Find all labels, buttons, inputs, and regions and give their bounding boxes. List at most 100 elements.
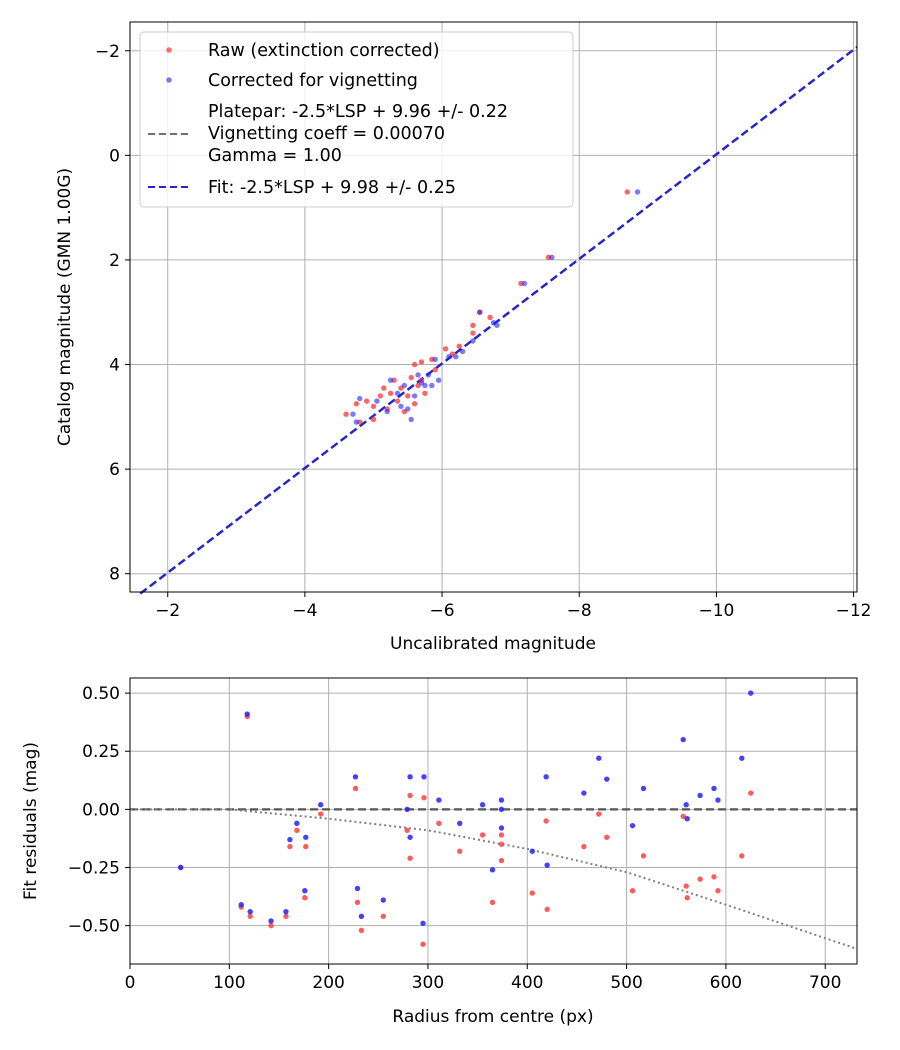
corrected-residual-point (247, 908, 253, 915)
corrected-residual-point (177, 864, 184, 871)
corrected-residual-point (407, 774, 413, 780)
legend-platepar-text-2: Vignetting coeff = 0.00070 (208, 124, 445, 144)
corrected-point (405, 406, 411, 412)
raw-residual-point (604, 834, 610, 840)
corrected-point (408, 416, 414, 423)
corrected-residual-point (302, 888, 308, 894)
raw-residual-point (354, 899, 361, 906)
raw-residual-point (489, 899, 496, 906)
raw-point (405, 393, 411, 399)
corrected-residual-point (529, 848, 535, 854)
top-fit-line-layer (139, 46, 858, 595)
corrected-residual-point (479, 802, 486, 808)
top-y-tick-label: 2 (109, 251, 120, 271)
raw-residual-point (302, 895, 308, 901)
bottom-y-axis-label: Fit residuals (mag) (21, 742, 41, 900)
raw-residual-point (420, 941, 426, 947)
raw-residual-point (380, 913, 386, 920)
raw-point (370, 416, 377, 423)
corrected-residual-point (421, 774, 427, 780)
corrected-residual-point (287, 836, 293, 843)
corrected-residual-point (420, 920, 426, 927)
corrected-residual-point (294, 820, 300, 827)
corrected-point (549, 254, 555, 261)
raw-point (353, 401, 360, 407)
corrected-residual-point (596, 755, 602, 761)
legend: Raw (extinction corrected) Corrected for… (139, 31, 574, 208)
raw-residual-point (283, 913, 289, 920)
raw-residual-point (358, 927, 365, 933)
corrected-residual-point (604, 776, 610, 782)
legend-raw-marker (166, 47, 172, 53)
corrected-point (425, 372, 432, 378)
raw-residual-point (352, 785, 359, 792)
raw-residual-point (421, 795, 427, 801)
top-x-tick-label: −10 (698, 601, 734, 621)
corrected-residual-point (683, 802, 689, 808)
corrected-residual-point (640, 785, 647, 792)
raw-residual-point (739, 853, 745, 859)
top-y-axis-label: Catalog magnitude (GMN 1.00G) (55, 168, 75, 446)
corrected-residual-point (498, 825, 505, 831)
legend-raw-label: Raw (extinction corrected) (208, 41, 440, 61)
raw-residual-point (498, 857, 505, 864)
raw-residual-point (268, 922, 274, 929)
raw-residual-point (407, 855, 413, 861)
raw-point (394, 398, 401, 404)
corrected-point (398, 403, 404, 410)
corrected-residual-point (697, 792, 703, 799)
corrected-point (357, 395, 363, 402)
corrected-point (353, 419, 360, 425)
raw-residual-point (294, 827, 300, 834)
bottom-points-layer (177, 690, 754, 947)
bottom-x-tick-label: 100 (213, 973, 245, 993)
bottom-y-tick-label: 0.50 (82, 684, 120, 704)
top-y-tick-label: −2 (95, 42, 120, 62)
raw-residual-point (544, 906, 550, 913)
bottom-x-tick-label: 300 (412, 973, 444, 993)
bottom-x-tick-label: 0 (125, 973, 136, 993)
corrected-point (429, 382, 435, 389)
raw-point (343, 411, 349, 417)
vignetting-curve (130, 808, 858, 950)
top-y-tick-label: 0 (109, 146, 120, 166)
raw-residual-point (479, 832, 486, 838)
corrected-residual-point (303, 834, 309, 840)
corrected-point (422, 382, 428, 389)
corrected-residual-point (711, 785, 717, 792)
bottom-x-tick-label: 200 (312, 973, 344, 993)
corrected-point (411, 393, 418, 399)
bottom-y-tick-label: 0.00 (82, 800, 120, 820)
calibration-plot: −2 −4 −6 −8 −10 −12 −2 0 2 4 6 8 Uncalibrated magn… (55, 21, 872, 654)
raw-residual-point (697, 876, 703, 882)
bottom-x-tick-label: 400 (511, 973, 543, 993)
corrected-point (401, 382, 408, 389)
raw-point (411, 361, 418, 368)
raw-residual-point (684, 895, 690, 901)
corrected-residual-point (283, 908, 289, 915)
raw-point (456, 343, 462, 349)
raw-point (487, 314, 493, 321)
corrected-point (432, 356, 438, 362)
raw-point (411, 401, 418, 407)
corrected-residual-point (404, 806, 410, 813)
raw-residual-point (404, 827, 410, 834)
corrected-residual-point (244, 711, 250, 717)
raw-point (422, 390, 428, 396)
raw-residual-point (457, 848, 463, 854)
corrected-point (374, 398, 380, 404)
raw-point (408, 374, 414, 381)
raw-point (432, 367, 438, 373)
corrected-point (387, 377, 394, 383)
corrected-point (477, 309, 483, 315)
bottom-y-ticks: −0.50 −0.25 0.00 0.25 0.50 (68, 684, 130, 937)
top-axes-frame (129, 21, 858, 593)
bottom-x-axis-label: Radius from centre (px) (392, 1007, 593, 1027)
legend-box (139, 31, 574, 208)
top-x-tick-label: −6 (430, 601, 455, 621)
bottom-x-ticks: 0 100 200 300 400 500 600 700 (125, 964, 841, 993)
raw-residual-point (498, 841, 505, 847)
raw-residual-point (287, 843, 293, 850)
legend-platepar-text-3: Gamma = 1.00 (208, 146, 342, 166)
corrected-residual-point (407, 834, 413, 840)
